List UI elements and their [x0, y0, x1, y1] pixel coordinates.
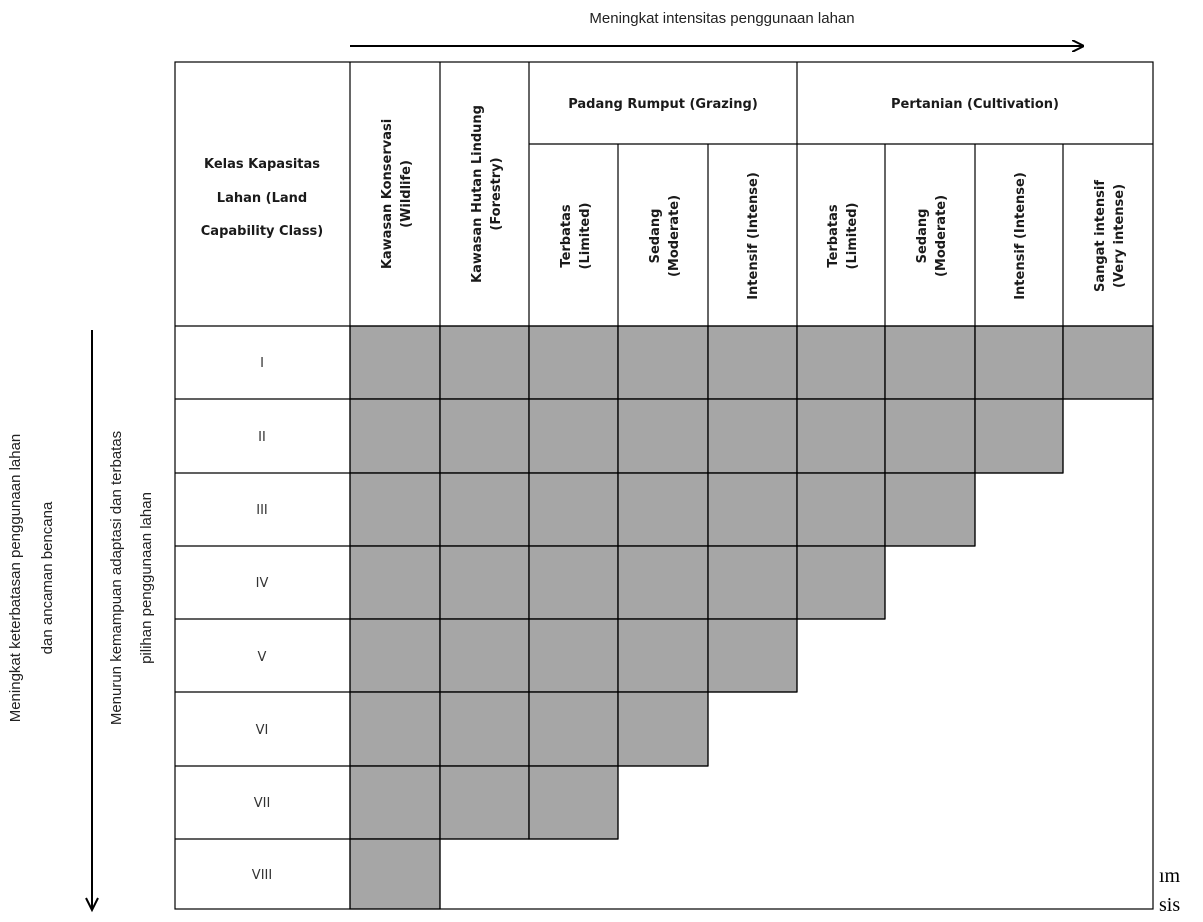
shaded-cell	[707, 472, 798, 547]
class-label: VI	[256, 723, 269, 738]
svg-text:Sangat intensif: Sangat intensif	[1093, 180, 1108, 292]
shaded-cell	[884, 325, 976, 400]
shaded-cell	[439, 545, 530, 620]
column-header: Kawasan Hutan Lindung (Forestry)	[470, 105, 504, 283]
shaded-cell	[439, 618, 530, 693]
svg-text:(Moderate): (Moderate)	[667, 195, 682, 277]
svg-text:(Very intense): (Very intense)	[1112, 184, 1127, 288]
shaded-cell	[796, 325, 886, 400]
shaded-cell	[528, 398, 619, 474]
edge-text-fragment: ım	[1159, 865, 1181, 887]
shaded-cell	[707, 545, 798, 620]
svg-text:Kawasan Konservasi: Kawasan Konservasi	[380, 119, 395, 269]
shaded-cell	[349, 691, 441, 767]
edge-text-fragment: sis	[1159, 894, 1180, 916]
class-label: II	[258, 430, 266, 445]
class-label: I	[260, 356, 264, 371]
class-label: IV	[256, 576, 269, 591]
svg-text:Terbatas: Terbatas	[559, 204, 574, 267]
svg-text:(Moderate): (Moderate)	[934, 195, 949, 277]
shaded-cell	[349, 765, 441, 840]
column-header: Sedang (Moderate)	[648, 195, 682, 277]
shaded-cell	[707, 325, 798, 400]
left-arrow-label: Meningkat keterbatasan penggunaan lahan …	[7, 434, 56, 723]
capability-cells	[349, 325, 1154, 910]
svg-text:Kelas Kapasitas: Kelas Kapasitas	[204, 157, 320, 172]
shaded-cell	[349, 618, 441, 693]
group-header-grazing: Padang Rumput (Grazing)	[568, 97, 758, 112]
column-header: Sedang (Moderate)	[915, 195, 949, 277]
svg-text:Kawasan Hutan Lindung: Kawasan Hutan Lindung	[470, 105, 485, 283]
shaded-cell	[1062, 325, 1154, 400]
class-label: VIII	[252, 868, 272, 883]
top-arrow-label: Meningkat intensitas penggunaan lahan	[589, 10, 854, 27]
column-header: Terbatas (Limited)	[826, 203, 860, 270]
column-headers: Kawasan Konservasi (Wildlife) Kawasan Hu…	[380, 105, 1127, 300]
shaded-cell	[617, 325, 709, 400]
shaded-cell	[528, 325, 619, 400]
shaded-cell	[439, 472, 530, 547]
shaded-cell	[707, 618, 798, 693]
svg-text:Sedang: Sedang	[648, 209, 663, 264]
shaded-cell	[707, 398, 798, 474]
shaded-cell	[617, 545, 709, 620]
shaded-cell	[974, 398, 1064, 474]
shaded-cell	[528, 472, 619, 547]
svg-text:Sedang: Sedang	[915, 209, 930, 264]
svg-text:Intensif (Intense): Intensif (Intense)	[1013, 172, 1028, 300]
column-header: Intensif (Intense)	[1013, 172, 1028, 300]
class-label: III	[256, 503, 268, 518]
column-header: Intensif (Intense)	[746, 172, 761, 300]
table-frame	[174, 61, 1154, 910]
shaded-cell	[796, 545, 886, 620]
shaded-cell	[349, 472, 441, 547]
inner-arrow-label: Menurun kemampuan adaptasi dan terbatas …	[108, 431, 155, 725]
svg-text:(Limited): (Limited)	[578, 203, 593, 270]
shaded-cell	[439, 765, 530, 840]
shaded-cell	[439, 691, 530, 767]
shaded-cell	[528, 765, 619, 840]
group-header-cultivation: Pertanian (Cultivation)	[891, 97, 1059, 112]
shaded-cell	[349, 545, 441, 620]
shaded-cell	[617, 472, 709, 547]
svg-text:Intensif (Intense): Intensif (Intense)	[746, 172, 761, 300]
shaded-cell	[439, 398, 530, 474]
shaded-cell	[796, 398, 886, 474]
svg-text:Meningkat keterbatasan penggun: Meningkat keterbatasan penggunaan lahan	[7, 434, 24, 723]
shaded-cell	[439, 325, 530, 400]
svg-text:Capability Class): Capability Class)	[201, 224, 323, 239]
svg-text:Terbatas: Terbatas	[826, 204, 841, 267]
svg-text:(Forestry): (Forestry)	[489, 157, 504, 230]
svg-text:(Limited): (Limited)	[845, 203, 860, 270]
column-header: Kawasan Konservasi (Wildlife)	[380, 119, 414, 269]
shaded-cell	[528, 691, 619, 767]
column-header: Terbatas (Limited)	[559, 203, 593, 270]
shaded-cell	[884, 472, 976, 547]
left-arrowhead	[85, 897, 99, 913]
corner-header: Kelas Kapasitas Lahan (Land Capability C…	[201, 157, 323, 239]
shaded-cell	[796, 472, 886, 547]
shaded-cell	[349, 398, 441, 474]
svg-text:(Wildlife): (Wildlife)	[399, 160, 414, 228]
class-label: V	[258, 650, 267, 665]
shaded-cell	[884, 398, 976, 474]
shaded-cell	[349, 838, 441, 910]
shaded-cell	[617, 618, 709, 693]
class-label: VII	[254, 796, 271, 811]
column-header: Sangat intensif (Very intense)	[1093, 180, 1127, 292]
shaded-cell	[617, 691, 709, 767]
shaded-cell	[349, 325, 441, 400]
svg-text:Menurun kemampuan adaptasi dan: Menurun kemampuan adaptasi dan terbatas	[108, 431, 125, 725]
shaded-cell	[528, 545, 619, 620]
svg-text:dan ancaman bencana: dan ancaman bencana	[39, 501, 56, 654]
shaded-cell	[617, 398, 709, 474]
svg-text:pilihan penggunaan lahan: pilihan penggunaan lahan	[138, 492, 155, 664]
class-labels: I II III IV V VI VII VIII	[252, 356, 272, 883]
shaded-cell	[974, 325, 1064, 400]
shaded-cell	[528, 618, 619, 693]
svg-text:Lahan (Land: Lahan (Land	[217, 191, 307, 206]
